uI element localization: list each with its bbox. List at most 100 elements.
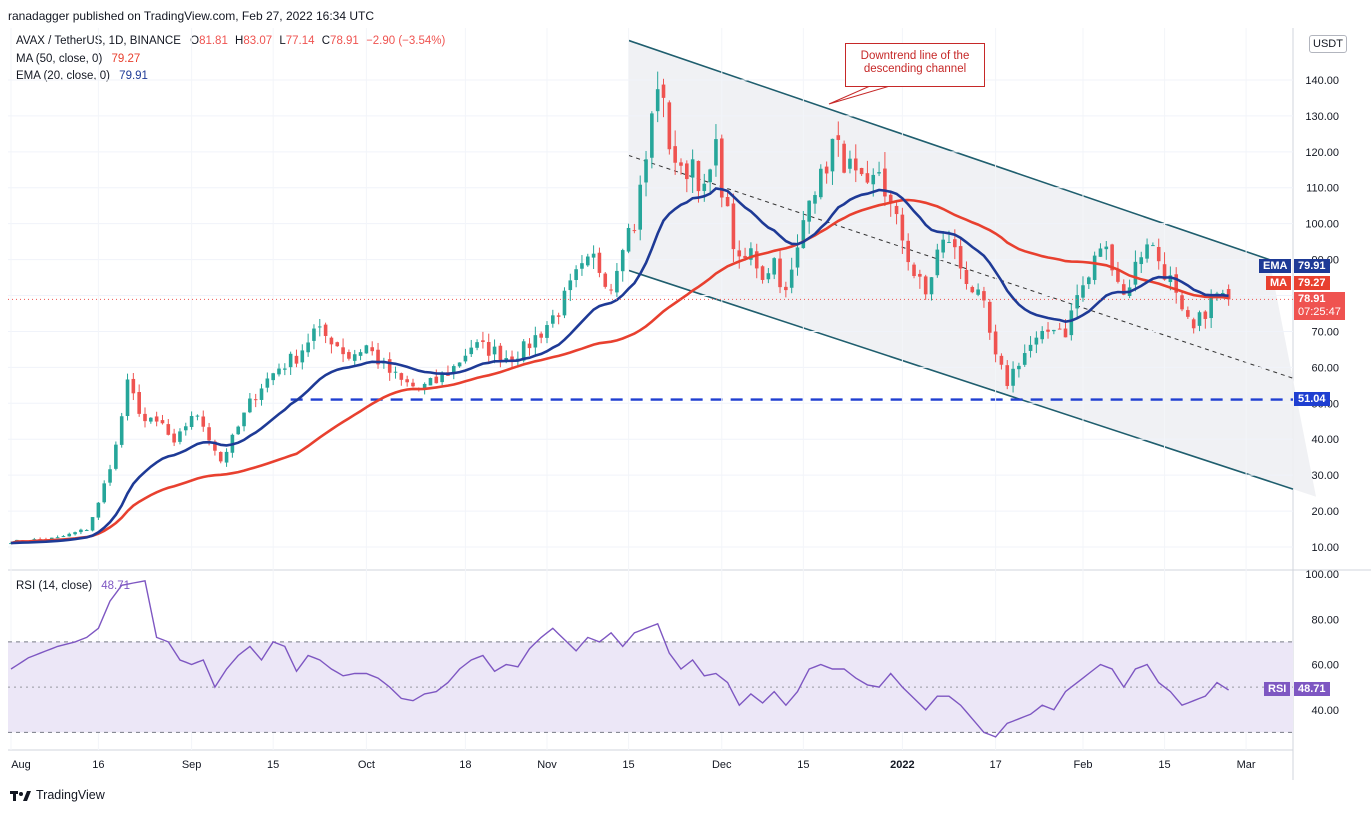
candle-body[interactable] xyxy=(900,214,905,241)
candle-body[interactable] xyxy=(1017,365,1021,370)
candle-body[interactable] xyxy=(300,350,305,363)
candle-body[interactable] xyxy=(568,280,573,291)
candle-body[interactable] xyxy=(387,359,392,373)
candle-body[interactable] xyxy=(492,346,497,355)
candle-body[interactable] xyxy=(609,289,613,291)
candle-body[interactable] xyxy=(1151,245,1155,247)
candle-body[interactable] xyxy=(1034,337,1039,345)
candle-body[interactable] xyxy=(149,417,153,422)
candle-body[interactable] xyxy=(114,444,118,469)
candle-body[interactable] xyxy=(131,378,136,394)
candle-body[interactable] xyxy=(1121,284,1126,295)
candle-body[interactable] xyxy=(842,143,846,173)
candle-body[interactable] xyxy=(714,139,718,166)
candle-body[interactable] xyxy=(405,379,409,383)
candle-body[interactable] xyxy=(807,200,811,222)
candle-body[interactable] xyxy=(1145,244,1149,259)
candle-body[interactable] xyxy=(125,379,130,417)
candle-body[interactable] xyxy=(935,249,940,276)
candle-body[interactable] xyxy=(1046,329,1050,332)
candle-body[interactable] xyxy=(784,286,788,291)
candle-body[interactable] xyxy=(551,315,555,324)
candle-body[interactable] xyxy=(661,84,666,98)
candle-body[interactable] xyxy=(941,239,945,253)
candle-body[interactable] xyxy=(766,273,771,280)
candle-body[interactable] xyxy=(987,301,992,333)
candle-body[interactable] xyxy=(475,342,479,348)
candle-body[interactable] xyxy=(329,337,334,345)
candle-body[interactable] xyxy=(1186,310,1190,317)
candle-body[interactable] xyxy=(679,162,683,166)
candle-body[interactable] xyxy=(953,239,957,248)
candle-body[interactable] xyxy=(1139,257,1144,265)
candle-body[interactable] xyxy=(976,289,980,295)
candle-body[interactable] xyxy=(539,333,543,338)
channel-lower-line[interactable] xyxy=(628,269,1294,490)
candle-body[interactable] xyxy=(888,194,893,204)
candle-body[interactable] xyxy=(1092,255,1097,280)
candle-body[interactable] xyxy=(993,331,998,355)
candle-body[interactable] xyxy=(259,388,264,400)
candle-body[interactable] xyxy=(376,349,380,365)
candle-body[interactable] xyxy=(754,251,759,269)
candle-body[interactable] xyxy=(1040,331,1045,340)
candle-body[interactable] xyxy=(271,373,275,381)
candle-body[interactable] xyxy=(411,382,415,387)
candle-body[interactable] xyxy=(61,536,66,538)
candle-body[interactable] xyxy=(877,172,881,174)
candle-body[interactable] xyxy=(615,270,619,293)
candle-body[interactable] xyxy=(1063,328,1068,338)
candle-body[interactable] xyxy=(1226,289,1231,300)
candle-body[interactable] xyxy=(644,159,648,183)
candle-body[interactable] xyxy=(912,264,916,277)
candle-body[interactable] xyxy=(189,416,194,427)
channel-annotation[interactable]: Downtrend line of the descending channel xyxy=(845,43,985,87)
rsi-legend[interactable]: RSI (14, close) 48.71 xyxy=(16,580,130,592)
ma-legend[interactable]: MA (50, close, 0) 79.27 xyxy=(16,53,140,65)
candle-body[interactable] xyxy=(1022,353,1027,365)
candle-body[interactable] xyxy=(1005,365,1010,386)
candle-body[interactable] xyxy=(1011,368,1015,386)
candle-body[interactable] xyxy=(725,196,730,207)
candle-body[interactable] xyxy=(347,352,351,359)
candle-body[interactable] xyxy=(685,163,689,180)
candle-body[interactable] xyxy=(638,184,643,230)
candle-body[interactable] xyxy=(370,347,375,352)
candle-body[interactable] xyxy=(434,376,439,384)
candle-body[interactable] xyxy=(527,343,532,349)
candle-body[interactable] xyxy=(213,441,217,451)
candle-body[interactable] xyxy=(84,530,89,532)
candle-body[interactable] xyxy=(108,469,112,483)
candle-body[interactable] xyxy=(1104,246,1109,250)
candle-body[interactable] xyxy=(830,138,835,172)
candle-body[interactable] xyxy=(1180,295,1184,310)
candle-body[interactable] xyxy=(481,340,485,343)
candle-body[interactable] xyxy=(836,135,841,140)
candle-body[interactable] xyxy=(906,240,911,263)
tradingview-logo[interactable]: TradingView xyxy=(10,788,105,802)
candle-body[interactable] xyxy=(690,159,695,178)
candle-body[interactable] xyxy=(848,158,852,169)
candle-body[interactable] xyxy=(183,426,188,431)
candle-body[interactable] xyxy=(393,371,398,373)
ema-20-line[interactable] xyxy=(10,187,1229,545)
candle-body[interactable] xyxy=(894,205,899,215)
candle-body[interactable] xyxy=(195,415,200,417)
candle-body[interactable] xyxy=(253,399,258,401)
candle-body[interactable] xyxy=(352,354,357,361)
candle-body[interactable] xyxy=(603,273,608,287)
candle-body[interactable] xyxy=(970,286,975,293)
candle-body[interactable] xyxy=(335,342,340,347)
candle-body[interactable] xyxy=(312,328,316,341)
candle-body[interactable] xyxy=(819,168,823,198)
candle-body[interactable] xyxy=(655,89,660,112)
candle-body[interactable] xyxy=(323,324,328,336)
candle-body[interactable] xyxy=(457,362,462,367)
candle-body[interactable] xyxy=(364,345,369,354)
candle-body[interactable] xyxy=(1209,297,1213,319)
channel-upper-line[interactable] xyxy=(628,39,1270,261)
candle-body[interactable] xyxy=(591,253,596,258)
candle-body[interactable] xyxy=(178,431,182,442)
candle-body[interactable] xyxy=(731,203,736,250)
